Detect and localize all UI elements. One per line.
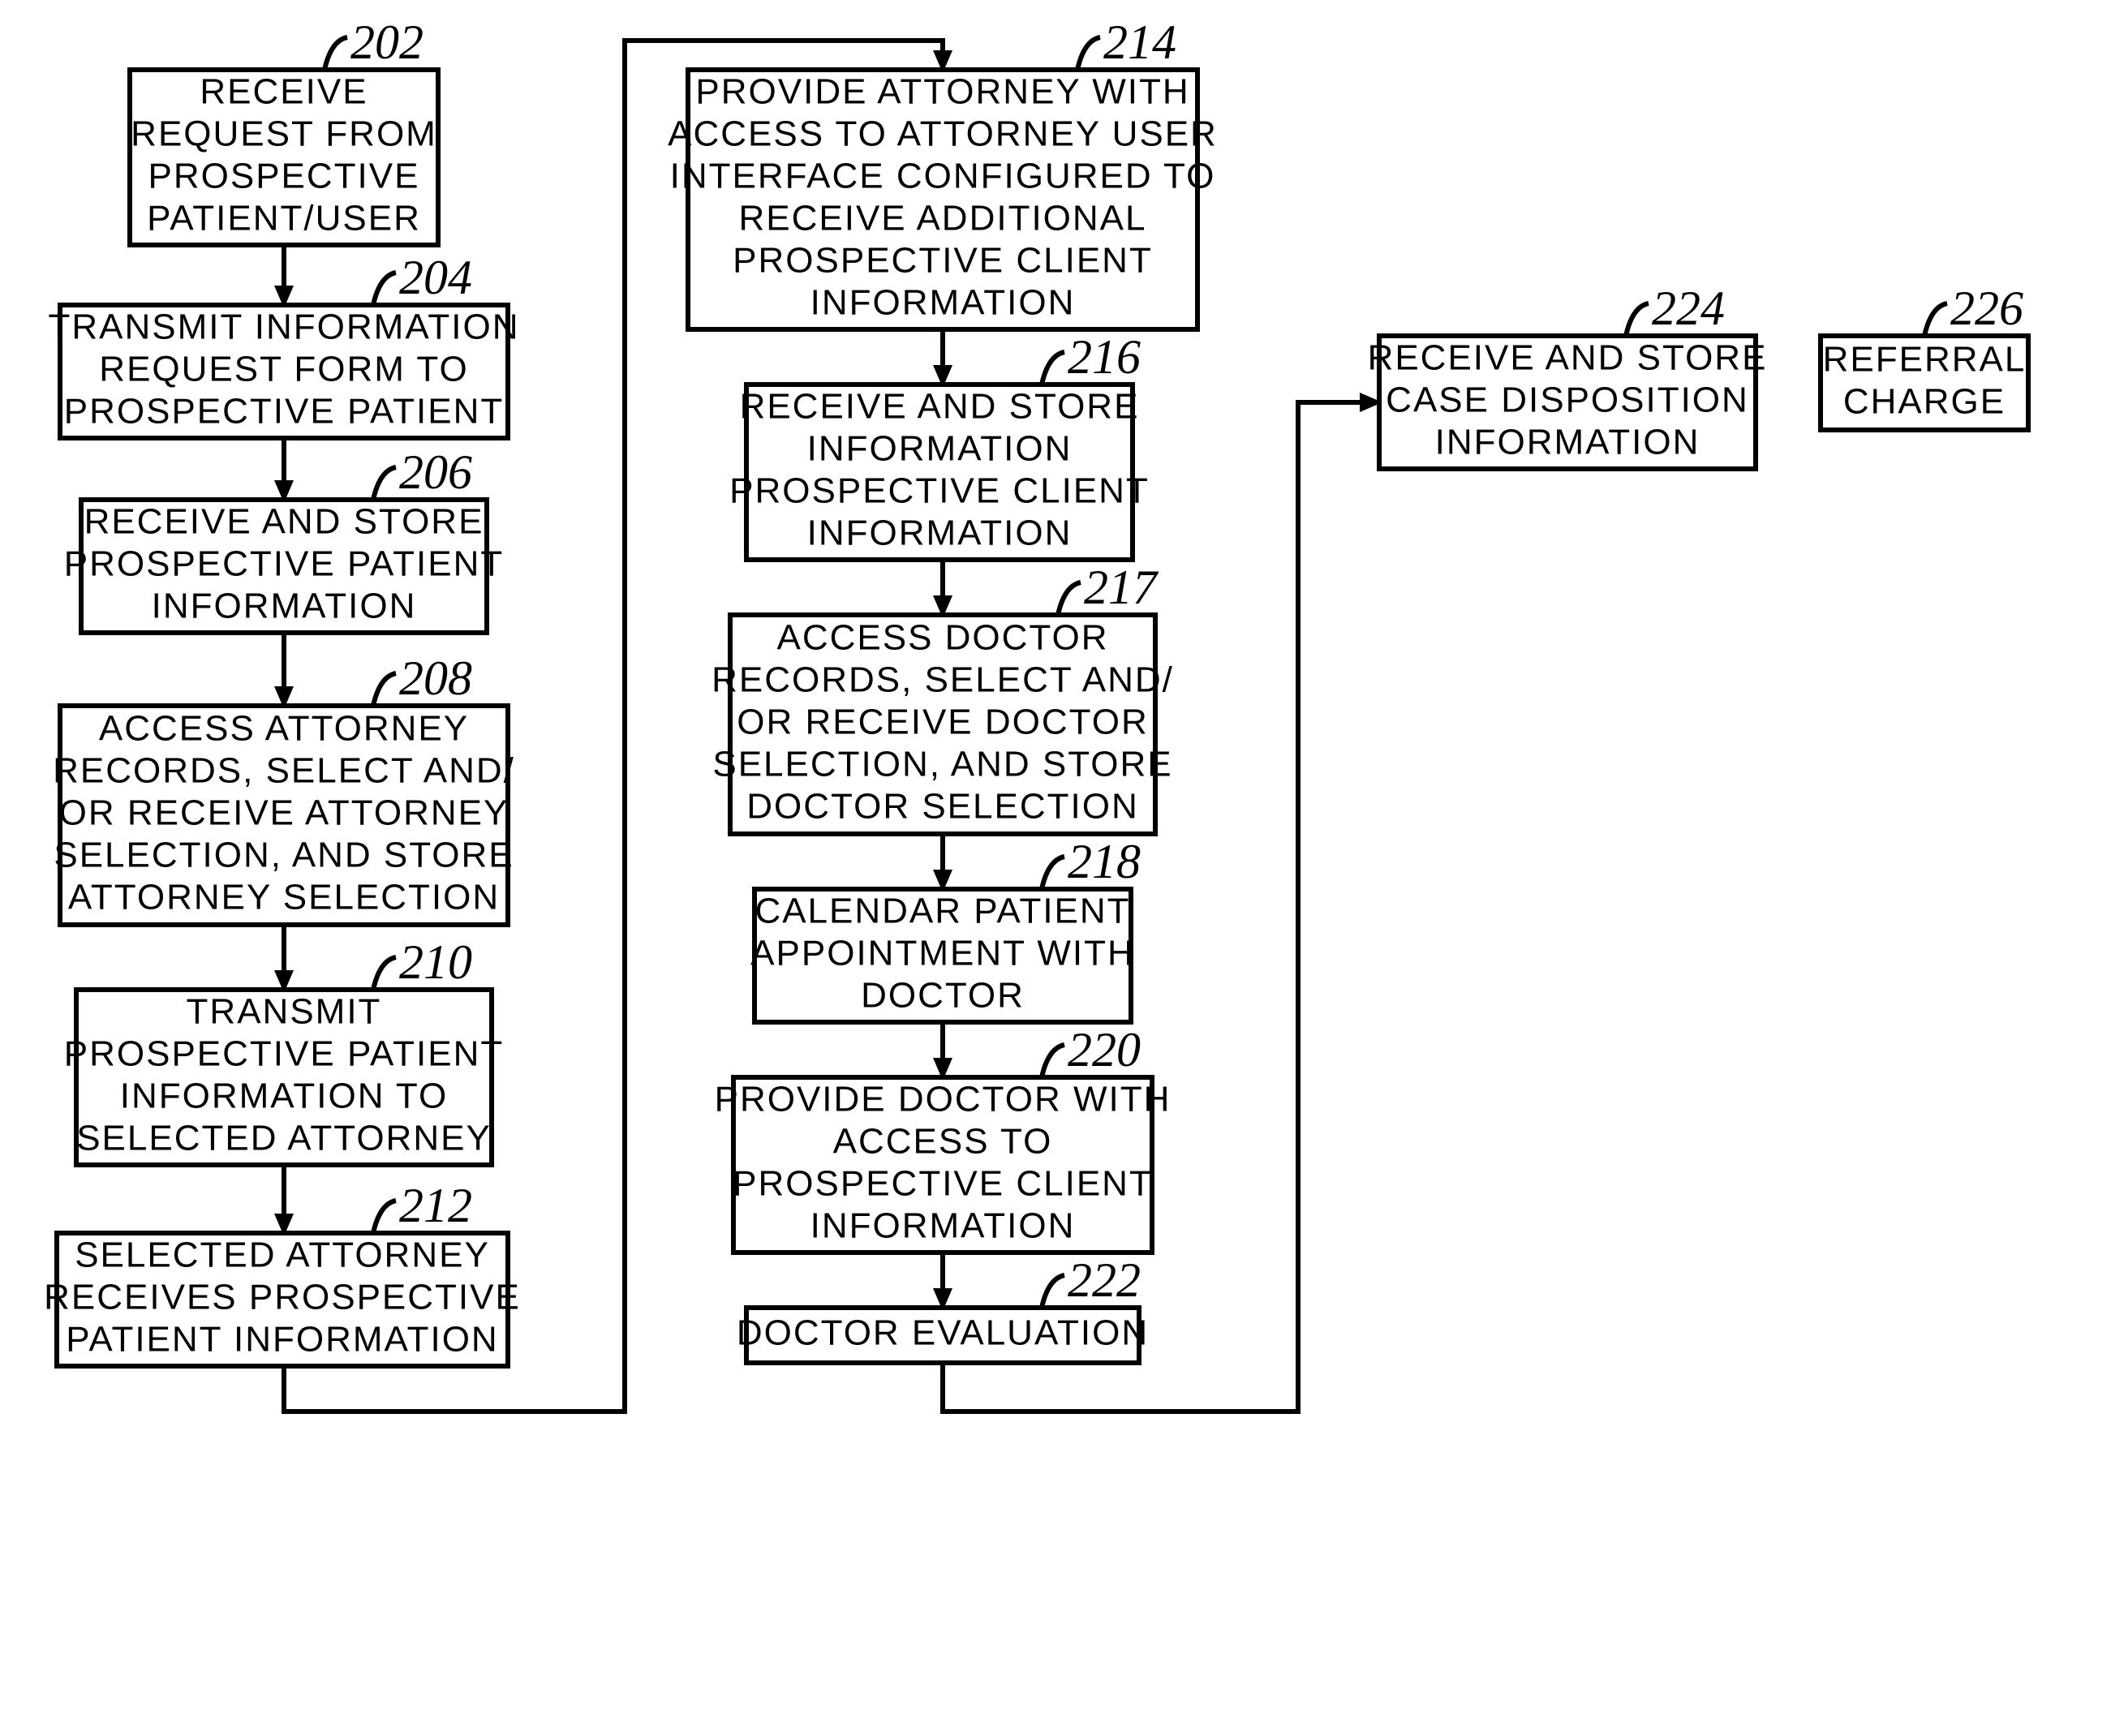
box-text-line: DOCTOR — [861, 976, 1025, 1016]
ref-number-204: 204 — [399, 251, 472, 304]
box-text-line: RECEIVE — [200, 72, 368, 112]
ref-leader — [1042, 857, 1064, 889]
ref-leader — [325, 37, 347, 70]
box-text-line: INFORMATION — [807, 429, 1073, 469]
node-218: CALENDAR PATIENTAPPOINTMENT WITHDOCTOR 21… — [750, 835, 1141, 1022]
ref-number-224: 224 — [1652, 281, 1725, 335]
ref-number-206: 206 — [399, 445, 472, 499]
box-text-line: INFORMATION — [807, 513, 1073, 553]
box-text-line: INTERFACE CONFIGURED TO — [670, 157, 1216, 196]
ref-number-202: 202 — [350, 15, 423, 69]
box-text-line: RECEIVES PROSPECTIVE — [44, 1278, 521, 1317]
box-text-line: RECEIVE AND STORE — [1368, 338, 1768, 378]
box-text-line: INFORMATION — [1435, 423, 1700, 462]
box-text-line: CHARGE — [1843, 382, 2006, 422]
box-text-line: PROSPECTIVE CLIENT — [733, 241, 1153, 281]
box-text-line: OR RECEIVE DOCTOR — [737, 703, 1148, 742]
box-text-line: SELECTION, AND STORE — [54, 836, 514, 875]
box-text-line: RECORDS, SELECT AND/ — [53, 751, 515, 791]
ref-number-220: 220 — [1068, 1023, 1141, 1076]
ref-number-218: 218 — [1068, 835, 1141, 888]
ref-number-216: 216 — [1068, 330, 1141, 384]
flowchart-diagram: RECEIVEREQUEST FROMPROSPECTIVEPATIENT/US… — [0, 0, 2111, 1736]
box-text-line: PROSPECTIVE PATIENT — [64, 1034, 504, 1074]
box-text-line: INFORMATION TO — [120, 1076, 448, 1116]
ref-number-222: 222 — [1068, 1253, 1141, 1307]
box-text-line: INFORMATION — [810, 1206, 1076, 1246]
ref-leader — [373, 467, 396, 500]
box-text-line: PROSPECTIVE CLIENT — [729, 471, 1150, 511]
box-text-line: PROSPECTIVE PATIENT — [64, 392, 504, 432]
box-text-line: RECEIVE ADDITIONAL — [738, 199, 1146, 238]
box-text-line: PATIENT/USER — [147, 199, 421, 238]
box-text-line: APPOINTMENT WITH — [750, 934, 1135, 973]
box-text-line: ACCESS DOCTOR — [776, 618, 1108, 658]
box-text-line: REQUEST FROM — [131, 114, 437, 154]
box-text-line: RECEIVE AND STORE — [84, 502, 484, 542]
ref-number-226: 226 — [1950, 281, 2023, 335]
ref-leader — [373, 273, 396, 305]
box-text-line: TRANSMIT INFORMATION — [48, 307, 519, 347]
box-text-line: ACCESS ATTORNEY — [99, 709, 469, 749]
box-text-line: PROVIDE ATTORNEY WITH — [695, 72, 1189, 112]
nodes-layer: RECEIVEREQUEST FROMPROSPECTIVEPATIENT/US… — [44, 15, 2028, 1366]
box-text-line: ACCESS TO — [833, 1122, 1053, 1162]
box-text-line: ATTORNEY SELECTION — [68, 878, 500, 917]
box-text-line: SELECTION, AND STORE — [712, 745, 1172, 784]
ref-leader — [1042, 1045, 1064, 1077]
ref-leader — [1077, 37, 1100, 70]
box-text-line: DOCTOR EVALUATION — [737, 1313, 1149, 1353]
node-226: REFERRALCHARGE 226 — [1821, 281, 2028, 430]
ref-number-208: 208 — [399, 651, 472, 705]
ref-leader — [373, 1201, 396, 1233]
ref-number-212: 212 — [399, 1179, 472, 1232]
box-text-line: SELECTED ATTORNEY — [75, 1235, 490, 1275]
node-216: RECEIVE AND STOREINFORMATIONPROSPECTIVE … — [729, 330, 1150, 560]
box-text-line: TRANSMIT — [187, 992, 382, 1032]
box-text-line: DOCTOR SELECTION — [746, 787, 1138, 827]
ref-number-210: 210 — [399, 935, 472, 989]
ref-leader — [373, 957, 396, 990]
ref-leader — [1924, 303, 1947, 336]
ref-leader — [1042, 1275, 1064, 1308]
box-text-line: CALENDAR PATIENT — [755, 892, 1130, 931]
box-text-line: REQUEST FORM TO — [99, 350, 468, 389]
ref-number-217: 217 — [1084, 561, 1159, 614]
ref-number-214: 214 — [1103, 15, 1176, 69]
ref-leader — [373, 673, 396, 706]
box-text-line: INFORMATION — [152, 587, 417, 626]
box-text-line: INFORMATION — [810, 283, 1076, 323]
box-text-line: PROSPECTIVE — [148, 157, 420, 196]
box-text-line: RECORDS, SELECT AND/ — [712, 660, 1174, 700]
box-text-line: SELECTED ATTORNEY — [76, 1119, 492, 1158]
ref-leader — [1042, 352, 1064, 385]
box-text-line: RECEIVE AND STORE — [740, 387, 1140, 427]
ref-leader — [1058, 582, 1081, 615]
box-text-line: ACCESS TO ATTORNEY USER — [668, 114, 1218, 154]
ref-leader — [1626, 303, 1649, 336]
node-224: RECEIVE AND STORECASE DISPOSITIONINFORMA… — [1368, 281, 1768, 469]
box-text-line: PROVIDE DOCTOR WITH — [715, 1080, 1172, 1119]
box-text-line: REFERRAL — [1823, 340, 2027, 380]
box-text-line: PATIENT INFORMATION — [66, 1320, 498, 1360]
box-text-line: CASE DISPOSITION — [1386, 380, 1749, 420]
node-202: RECEIVEREQUEST FROMPROSPECTIVEPATIENT/US… — [130, 15, 438, 245]
box-text-line: PROSPECTIVE PATIENT — [64, 544, 504, 584]
box-text-line: OR RECEIVE ATTORNEY — [59, 793, 509, 833]
box-text-line: PROSPECTIVE CLIENT — [733, 1164, 1153, 1204]
